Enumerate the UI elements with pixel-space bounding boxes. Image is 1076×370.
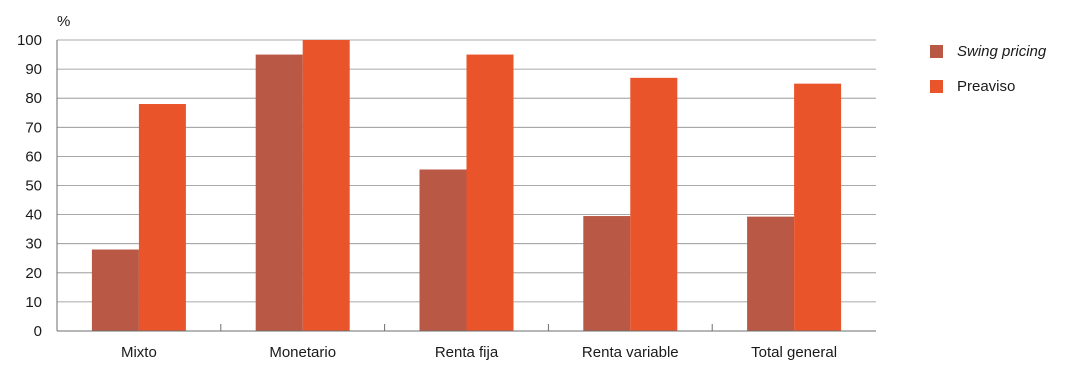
- axes: 0 10 20 30 40 50 60 70 80 90 100 Mixto Monetario Rent…: [17, 32, 876, 361]
- legend-swatch-preaviso: [930, 79, 943, 93]
- bar-preaviso: [466, 54, 514, 332]
- y-tick-label: 80: [25, 90, 42, 107]
- y-tick-label: 60: [25, 148, 42, 165]
- legend-label-swing-pricing: Swing pricing: [957, 42, 1047, 60]
- y-tick-label: 0: [34, 323, 42, 340]
- legend-label-preaviso: Preaviso: [957, 77, 1016, 95]
- bar-swing-pricing: [583, 216, 631, 331]
- bars: [91, 40, 842, 332]
- y-tick-label: 10: [25, 294, 42, 311]
- y-tick-label: 20: [25, 265, 42, 282]
- bar-preaviso: [302, 40, 350, 331]
- y-tick-label: 70: [25, 119, 42, 136]
- y-axis-unit-label: %: [57, 13, 70, 30]
- x-tick-label: Total general: [751, 344, 837, 361]
- bar-swing-pricing: [91, 249, 139, 331]
- bar-preaviso: [138, 104, 186, 332]
- y-tick-label: 40: [25, 207, 42, 224]
- legend: Swing pricing Preaviso: [930, 40, 1046, 110]
- y-tick-label: 50: [25, 178, 42, 195]
- y-tick-label: 30: [25, 236, 42, 253]
- x-tick-label: Monetario: [269, 344, 336, 361]
- x-tick-label: Renta variable: [582, 344, 679, 361]
- bar-preaviso: [794, 83, 842, 332]
- legend-swatch-swing-pricing: [930, 44, 943, 58]
- legend-item-swing-pricing: Swing pricing: [930, 40, 1046, 62]
- bar-swing-pricing: [419, 169, 467, 331]
- bar-swing-pricing: [255, 54, 303, 332]
- y-tick-label: 100: [17, 32, 42, 49]
- bar-swing-pricing: [747, 216, 795, 331]
- bar-preaviso: [630, 77, 678, 331]
- x-tick-label: Mixto: [121, 344, 157, 361]
- x-tick-label: Renta fija: [435, 344, 499, 361]
- legend-item-preaviso: Preaviso: [930, 75, 1046, 97]
- y-tick-label: 90: [25, 61, 42, 78]
